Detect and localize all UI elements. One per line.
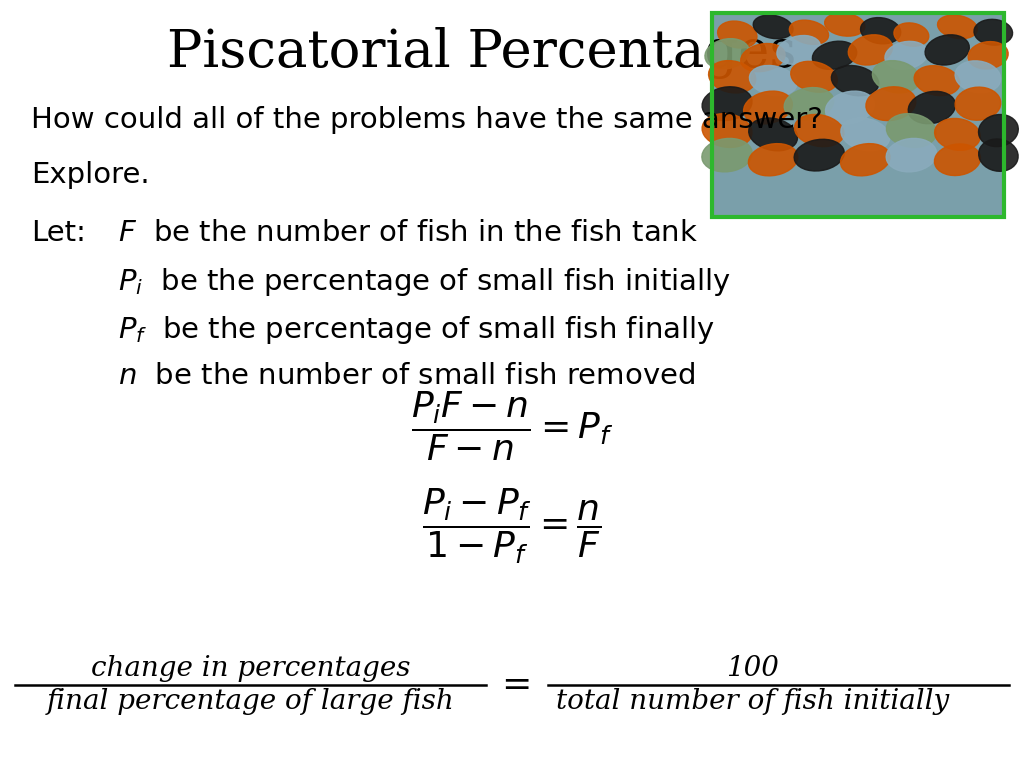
Ellipse shape (701, 138, 753, 172)
Ellipse shape (974, 19, 1013, 45)
Text: final percentage of large fish: final percentage of large fish (47, 688, 455, 715)
Text: =: = (501, 668, 531, 702)
Ellipse shape (702, 114, 752, 147)
Ellipse shape (866, 87, 915, 121)
Text: $P_f$  be the percentage of small fish finally: $P_f$ be the percentage of small fish fi… (118, 314, 715, 346)
Ellipse shape (935, 144, 980, 176)
Text: $n$  be the number of small fish removed: $n$ be the number of small fish removed (118, 362, 695, 389)
Ellipse shape (860, 18, 901, 44)
Ellipse shape (777, 35, 820, 65)
Ellipse shape (812, 41, 857, 69)
Ellipse shape (885, 41, 928, 69)
Ellipse shape (938, 15, 977, 38)
Ellipse shape (754, 15, 793, 38)
Ellipse shape (955, 61, 1000, 93)
Text: $\dfrac{P_i F - n}{F - n} = P_f$: $\dfrac{P_i F - n}{F - n} = P_f$ (411, 389, 613, 463)
Text: $\dfrac{P_i - P_f}{1 - P_f} = \dfrac{n}{F}$: $\dfrac{P_i - P_f}{1 - P_f} = \dfrac{n}{… (422, 486, 602, 566)
Ellipse shape (914, 65, 959, 96)
Text: Explore.: Explore. (31, 161, 150, 189)
Ellipse shape (825, 91, 874, 124)
Ellipse shape (718, 21, 757, 48)
Ellipse shape (824, 13, 865, 36)
Text: $P_i$  be the percentage of small fish initially: $P_i$ be the percentage of small fish in… (118, 266, 731, 299)
Ellipse shape (705, 38, 750, 69)
Ellipse shape (908, 91, 955, 124)
Ellipse shape (872, 61, 920, 93)
Ellipse shape (935, 118, 980, 151)
Bar (712, 13, 1004, 217)
Ellipse shape (925, 35, 970, 65)
Ellipse shape (790, 20, 828, 45)
Ellipse shape (979, 139, 1018, 171)
Text: total number of fish initially: total number of fish initially (556, 688, 949, 715)
Bar (712, 13, 1004, 217)
Ellipse shape (955, 87, 1000, 121)
Ellipse shape (749, 144, 798, 176)
Text: $F$  be the number of fish in the fish tank: $F$ be the number of fish in the fish ta… (118, 219, 697, 247)
Ellipse shape (784, 88, 834, 120)
Ellipse shape (886, 138, 937, 172)
Ellipse shape (791, 61, 838, 92)
Ellipse shape (894, 23, 929, 46)
Text: How could all of the problems have the same answer?: How could all of the problems have the s… (31, 106, 822, 134)
Ellipse shape (887, 114, 936, 147)
Text: Piscatorial Percentages: Piscatorial Percentages (167, 27, 796, 79)
Ellipse shape (848, 35, 893, 65)
Ellipse shape (749, 118, 798, 151)
Ellipse shape (750, 65, 797, 96)
Ellipse shape (795, 114, 844, 147)
Ellipse shape (968, 41, 1009, 69)
Ellipse shape (702, 87, 752, 121)
Ellipse shape (795, 139, 844, 171)
Ellipse shape (841, 118, 890, 151)
Ellipse shape (831, 65, 879, 96)
Ellipse shape (740, 44, 785, 71)
Ellipse shape (841, 144, 890, 176)
Text: change in percentages: change in percentages (91, 655, 411, 682)
Text: Let:: Let: (31, 219, 86, 247)
Ellipse shape (709, 61, 756, 93)
Text: 100: 100 (726, 655, 779, 682)
Ellipse shape (743, 91, 793, 124)
Ellipse shape (979, 114, 1018, 147)
